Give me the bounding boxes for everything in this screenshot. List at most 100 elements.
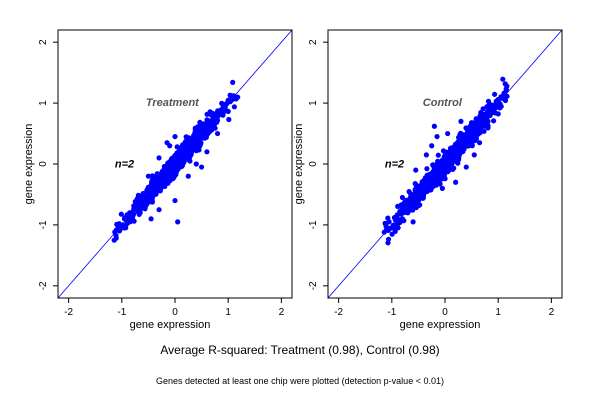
data-point: [474, 127, 480, 134]
data-point: [135, 208, 141, 215]
detection-footnote: Genes detected at least one chip were pl…: [156, 376, 444, 386]
x-tick-label: 0: [172, 307, 178, 318]
data-point: [124, 221, 130, 227]
data-point: [389, 225, 395, 231]
data-point: [230, 79, 236, 85]
x-tick-label: -2: [334, 307, 343, 318]
data-point: [485, 123, 491, 129]
sample-size-label: n=2: [115, 159, 134, 171]
data-point: [490, 105, 496, 111]
data-point: [188, 146, 194, 152]
y-tick-label: 0: [38, 161, 49, 167]
data-point: [471, 123, 477, 129]
data-point: [492, 91, 498, 97]
data-point: [162, 183, 168, 189]
data-point: [500, 93, 507, 99]
data-point: [476, 140, 483, 146]
data-point: [438, 176, 444, 182]
data-point: [214, 117, 221, 123]
data-point: [183, 152, 189, 158]
data-point: [172, 133, 178, 140]
data-point: [453, 179, 459, 185]
data-point: [394, 221, 400, 227]
data-points: [113, 93, 237, 233]
data-point: [471, 152, 477, 158]
data-point: [171, 174, 177, 180]
data-point: [113, 227, 120, 233]
y-tick-label: -2: [38, 281, 49, 290]
x-tick-label: -2: [64, 307, 73, 318]
data-point: [386, 219, 392, 225]
data-point: [197, 119, 203, 125]
data-point: [196, 126, 202, 132]
data-point: [383, 227, 390, 233]
data-point: [461, 135, 467, 142]
data-point: [439, 160, 445, 166]
data-point: [156, 207, 162, 213]
data-point: [410, 204, 416, 210]
data-point: [479, 121, 485, 128]
x-tick-label: 1: [495, 307, 501, 318]
data-point: [151, 188, 157, 195]
data-point: [156, 182, 162, 188]
data-point: [437, 181, 443, 187]
data-point: [405, 210, 411, 216]
data-point: [182, 139, 188, 145]
data-point: [174, 144, 180, 150]
y-axis-title: gene expression: [293, 124, 305, 205]
data-point: [198, 164, 205, 170]
data-point: [172, 197, 178, 204]
data-point: [231, 104, 237, 110]
data-point: [167, 143, 173, 149]
data-point: [145, 173, 152, 179]
data-point: [214, 130, 221, 137]
x-tick-label: 2: [549, 307, 555, 318]
data-point: [497, 105, 503, 111]
data-point: [455, 141, 461, 148]
x-tick-label: 2: [279, 307, 285, 318]
data-point: [207, 109, 213, 115]
data-point: [148, 216, 154, 222]
x-tick-label: -1: [387, 307, 396, 318]
data-point: [458, 146, 464, 152]
data-point: [143, 191, 149, 198]
y-tick-label: 2: [308, 39, 319, 45]
data-point: [447, 158, 453, 164]
data-point: [410, 219, 416, 225]
data-point: [468, 133, 475, 140]
data-point: [193, 161, 199, 167]
data-point: [177, 158, 183, 164]
data-point: [415, 196, 422, 202]
data-point: [175, 219, 181, 225]
data-point: [382, 220, 388, 226]
data-point: [463, 125, 469, 131]
data-point: [500, 76, 506, 82]
data-point: [484, 113, 491, 120]
data-point: [397, 208, 403, 215]
data-point: [495, 111, 501, 117]
data-point: [458, 118, 464, 124]
data-point: [435, 152, 441, 158]
data-point: [140, 202, 146, 209]
data-point: [413, 167, 419, 173]
data-point: [503, 88, 509, 94]
data-point: [491, 118, 497, 124]
data-point: [204, 149, 210, 155]
x-tick-label: 0: [442, 307, 448, 318]
data-point: [389, 231, 395, 237]
data-point: [116, 221, 122, 227]
data-point: [439, 185, 445, 191]
data-point: [156, 155, 162, 161]
data-point: [433, 181, 439, 188]
data-point: [429, 172, 435, 178]
data-point: [434, 166, 440, 172]
data-point: [226, 116, 232, 123]
data-point: [466, 129, 472, 135]
y-tick-label: -1: [38, 220, 49, 229]
data-point: [149, 199, 155, 205]
data-point: [413, 190, 419, 196]
data-point: [445, 154, 451, 160]
data-point: [118, 211, 124, 217]
data-point: [442, 164, 448, 170]
panel-label: Control: [423, 97, 463, 109]
